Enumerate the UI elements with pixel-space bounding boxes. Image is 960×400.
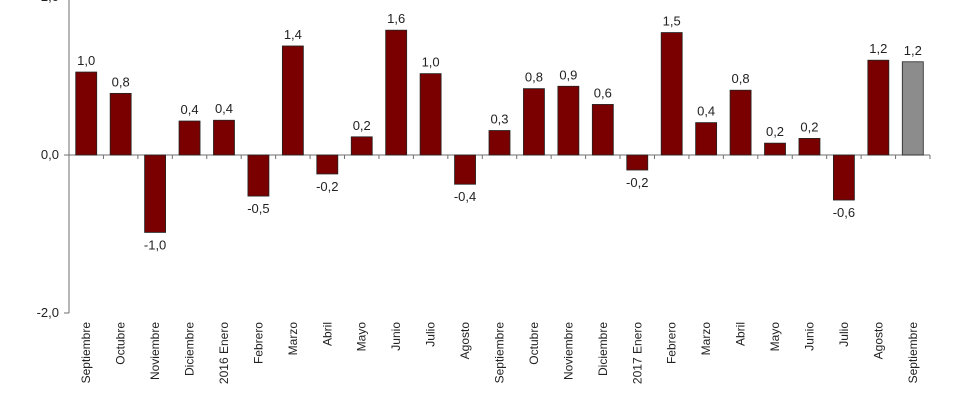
data-labels: 1,0 0,8 -1,0 0,4 0,4 -0,5 1,4 -0,2 0,2 1,6 1,0 -0,4… — [77, 11, 922, 252]
category-label: Mayo — [768, 322, 782, 352]
data-label: 0,2 — [353, 118, 371, 133]
data-label: 1,2 — [869, 41, 887, 56]
data-label: 0,8 — [525, 70, 543, 85]
category-labels: Septiembre Octubre Noviembre Diciembre 2016 … — [79, 322, 920, 384]
bar — [901, 61, 924, 156]
bar — [764, 142, 786, 156]
category-label: Abril — [734, 322, 748, 346]
y-tick-label: 0,0 — [41, 147, 59, 162]
data-label: -0,6 — [833, 205, 855, 220]
bar — [75, 71, 98, 156]
category-label: Julio — [837, 322, 851, 347]
data-label: 0,4 — [697, 104, 715, 119]
bar — [729, 89, 752, 156]
category-label: Diciembre — [596, 322, 610, 376]
data-label: 1,4 — [284, 27, 302, 42]
data-label: 1,6 — [387, 11, 405, 26]
bar — [247, 154, 270, 197]
category-label: Abril — [320, 322, 334, 346]
data-label: -0,4 — [454, 189, 476, 204]
category-label: Diciembre — [183, 322, 197, 376]
category-label: Septiembre — [79, 322, 93, 384]
bar — [385, 29, 408, 156]
category-label: 2017 Enero — [630, 322, 644, 384]
data-label: 0,2 — [766, 124, 784, 139]
bar — [350, 136, 373, 156]
category-label: Agosto — [871, 322, 885, 360]
bar — [419, 73, 442, 156]
data-label: 1,0 — [77, 53, 95, 68]
data-label: 0,4 — [215, 101, 233, 116]
bar — [833, 154, 855, 201]
bar — [144, 154, 167, 233]
data-label: 1,2 — [904, 43, 922, 58]
data-label: 1,5 — [663, 14, 681, 29]
category-label: Noviembre — [148, 322, 162, 380]
data-label: -0,2 — [316, 179, 338, 194]
category-label: 2016 Enero — [217, 322, 231, 384]
category-label: Junio — [802, 322, 816, 351]
bar — [178, 120, 201, 156]
category-label: Agosto — [458, 322, 472, 360]
bar — [798, 138, 821, 156]
data-label: 0,2 — [800, 119, 818, 134]
bars — [75, 29, 924, 233]
category-label: Febrero — [251, 322, 265, 364]
data-label: 0,9 — [559, 67, 577, 82]
bar — [454, 154, 476, 185]
data-label: -0,2 — [626, 175, 648, 190]
data-label: 0,4 — [181, 102, 199, 117]
data-label: 0,8 — [112, 74, 130, 89]
bar — [109, 92, 132, 156]
category-label: Mayo — [355, 322, 369, 352]
category-label: Octubre — [527, 322, 541, 365]
bar — [591, 104, 614, 156]
category-label: Marzo — [286, 322, 300, 356]
bar — [213, 119, 235, 156]
x-axis — [68, 154, 931, 159]
bar — [695, 122, 718, 156]
category-label: Febrero — [665, 322, 679, 364]
category-label: Septiembre — [906, 322, 920, 384]
data-label: 0,8 — [732, 71, 750, 86]
category-label: Octubre — [114, 322, 128, 365]
bar — [867, 59, 890, 156]
bar — [281, 45, 304, 156]
data-label: -0,5 — [247, 201, 269, 216]
y-axis: 2,0 0,0 -2,0 — [37, 0, 70, 320]
data-label: 1,0 — [422, 55, 440, 70]
bar — [488, 130, 511, 156]
y-tick-label: -2,0 — [37, 305, 59, 320]
category-label: Marzo — [699, 322, 713, 356]
category-label: Junio — [389, 322, 403, 351]
bar — [316, 154, 339, 175]
bar — [523, 88, 545, 156]
bar — [557, 85, 580, 156]
bar — [660, 32, 683, 156]
category-label: Julio — [424, 322, 438, 347]
category-label: Septiembre — [493, 322, 507, 384]
category-label: Noviembre — [561, 322, 575, 380]
data-label: 0,6 — [594, 85, 612, 100]
bar — [626, 154, 649, 171]
y-tick-label: 2,0 — [41, 0, 59, 4]
data-label: -1,0 — [144, 237, 166, 252]
data-label: 0,3 — [490, 112, 508, 127]
